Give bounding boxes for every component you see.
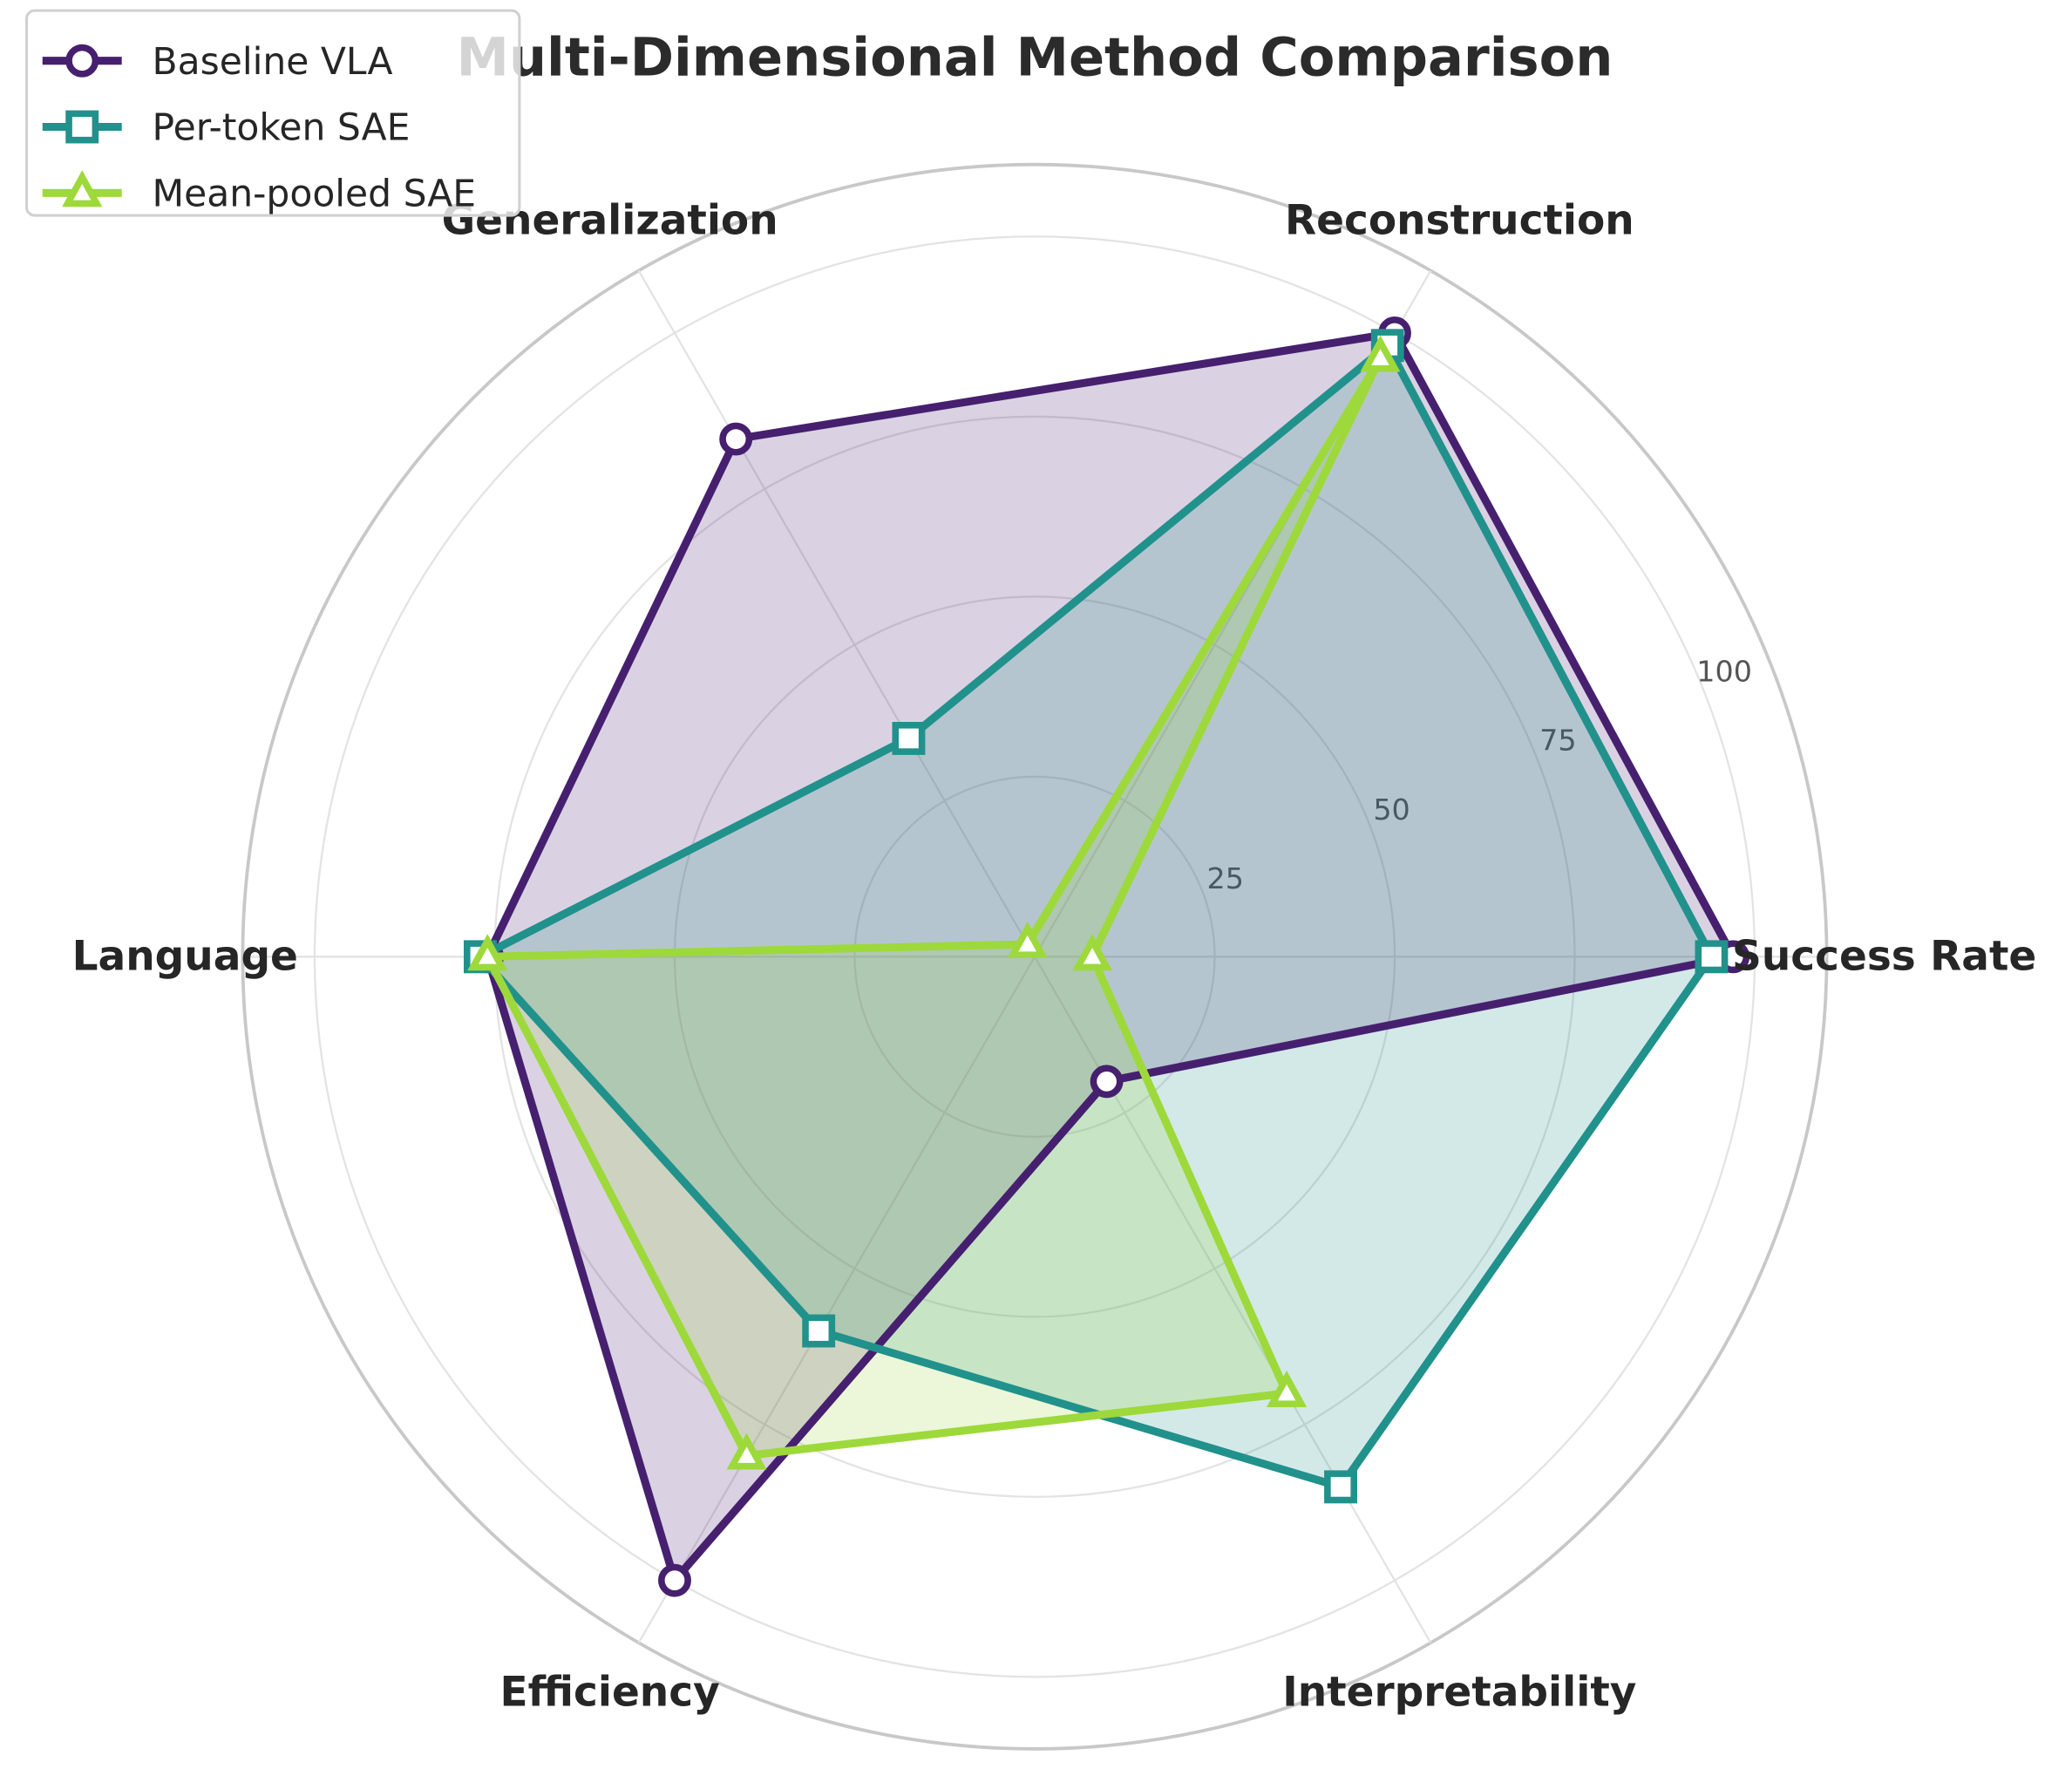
data-point <box>467 934 508 971</box>
series-fill <box>487 357 1381 1456</box>
data-point <box>1695 940 1729 974</box>
series-fill <box>479 345 1712 1487</box>
data-point <box>1071 934 1113 971</box>
legend-marker <box>65 44 99 78</box>
axis-label: Efficiency <box>500 1669 720 1717</box>
data-point <box>1007 921 1048 958</box>
spoke <box>637 269 1036 957</box>
legend: Baseline VLA Per-token SAE Mean-pooled SAE <box>25 9 521 217</box>
r-tick-label: 100 <box>1696 655 1752 689</box>
spoke <box>637 956 1036 1643</box>
series-fill <box>487 332 1734 1581</box>
legend-label: Mean-pooled SAE <box>153 173 477 215</box>
data-point <box>1360 335 1401 372</box>
axis-label: Interpretability <box>1282 1669 1636 1717</box>
legend-label: Baseline VLA <box>153 41 393 84</box>
axis-labels: Success RateReconstructionGeneralization… <box>72 196 2037 1716</box>
data-point <box>892 721 926 755</box>
chart-title: Multi-Dimensional Method Comparison <box>457 27 1613 88</box>
series-lines <box>464 316 1750 1597</box>
data-point <box>1090 1065 1124 1099</box>
axis-label: Success Rate <box>1732 932 2036 980</box>
r-tick-label: 50 <box>1373 793 1410 827</box>
data-point <box>719 422 753 456</box>
axis-label: Reconstruction <box>1285 196 1634 244</box>
axis-label: Language <box>72 932 298 980</box>
r-tick-label: 75 <box>1539 724 1576 758</box>
data-point <box>802 1314 836 1348</box>
series-fills <box>479 332 1734 1581</box>
legend-marker <box>65 110 99 144</box>
data-point <box>1267 1371 1308 1407</box>
legend-box <box>25 9 521 217</box>
r-tick-label: 25 <box>1207 861 1244 895</box>
legend-marker <box>62 170 103 208</box>
data-point <box>1324 1470 1357 1504</box>
data-point <box>658 1563 691 1597</box>
legend-label: Per-token SAE <box>153 107 411 150</box>
data-point <box>726 1432 767 1470</box>
